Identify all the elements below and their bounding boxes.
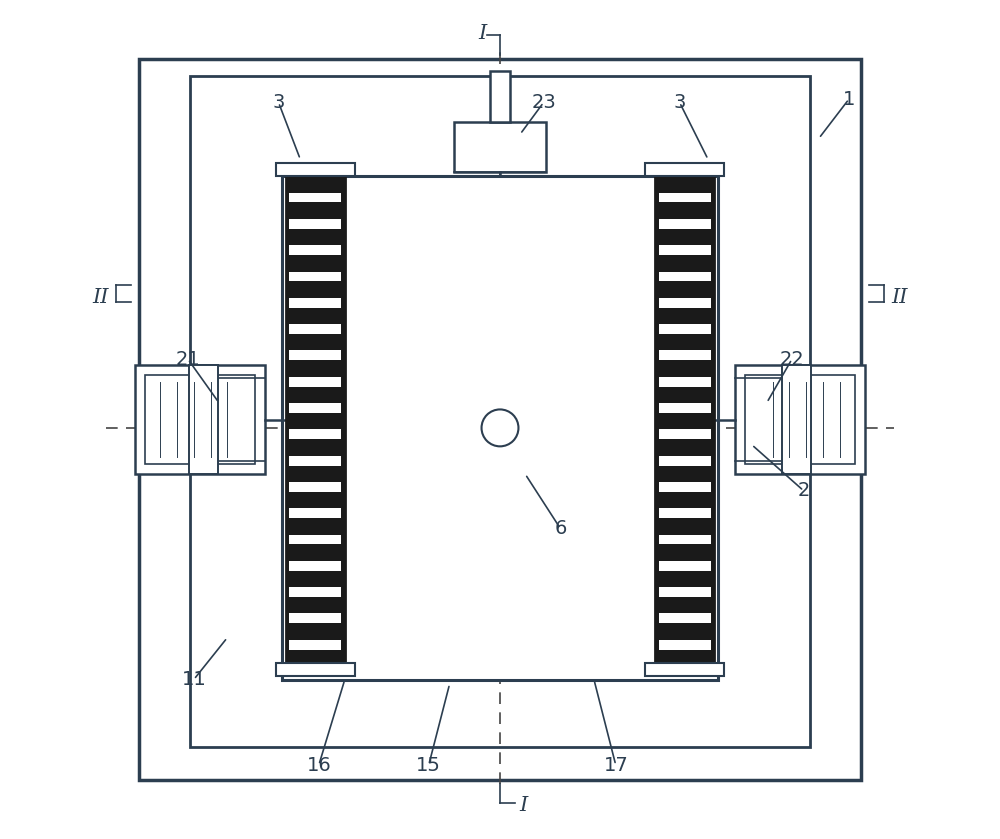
Bar xyxy=(659,219,711,229)
Bar xyxy=(135,365,265,474)
Bar xyxy=(282,176,718,680)
Text: 23: 23 xyxy=(531,93,556,112)
Text: 17: 17 xyxy=(603,756,628,774)
Bar xyxy=(659,508,711,519)
Bar xyxy=(659,587,711,597)
Bar xyxy=(659,613,711,623)
Bar xyxy=(659,640,711,649)
Bar xyxy=(289,324,341,334)
Bar xyxy=(289,298,341,308)
Bar xyxy=(289,219,341,229)
Bar xyxy=(659,456,711,466)
Bar xyxy=(145,375,255,464)
Bar xyxy=(659,272,711,281)
Text: II: II xyxy=(93,289,109,307)
Bar xyxy=(782,365,811,474)
Bar xyxy=(289,587,341,597)
Bar xyxy=(276,163,355,176)
Bar xyxy=(289,482,341,492)
Bar xyxy=(289,403,341,413)
Bar xyxy=(659,403,711,413)
Bar xyxy=(289,508,341,519)
Bar xyxy=(659,298,711,308)
Bar xyxy=(289,430,341,440)
Bar xyxy=(454,122,546,172)
Bar xyxy=(289,377,341,387)
Bar xyxy=(289,534,341,545)
Bar xyxy=(659,377,711,387)
Bar xyxy=(659,351,711,360)
Bar xyxy=(289,456,341,466)
Bar xyxy=(659,430,711,440)
Text: 2: 2 xyxy=(798,482,810,500)
Bar xyxy=(745,375,855,464)
Bar xyxy=(645,663,724,676)
Bar xyxy=(735,365,865,474)
Bar xyxy=(645,163,724,176)
Bar xyxy=(139,59,861,780)
Bar xyxy=(190,76,810,747)
Bar xyxy=(490,71,510,122)
Bar xyxy=(659,561,711,571)
Text: 15: 15 xyxy=(416,756,441,774)
Text: II: II xyxy=(891,289,907,307)
Text: 22: 22 xyxy=(780,350,804,368)
Bar xyxy=(289,245,341,255)
Text: 11: 11 xyxy=(181,670,206,689)
Text: 21: 21 xyxy=(176,350,200,368)
Bar xyxy=(659,324,711,334)
Text: 1: 1 xyxy=(843,90,855,108)
Text: 16: 16 xyxy=(306,756,331,774)
Text: I: I xyxy=(519,796,528,815)
Bar xyxy=(286,176,345,663)
Bar xyxy=(659,193,711,202)
Bar xyxy=(289,193,341,202)
Bar xyxy=(289,613,341,623)
Bar xyxy=(659,482,711,492)
Text: 6: 6 xyxy=(554,519,567,538)
Bar xyxy=(659,534,711,545)
Text: I: I xyxy=(478,24,487,43)
Bar xyxy=(655,176,714,663)
Bar xyxy=(659,245,711,255)
Bar xyxy=(289,640,341,649)
Bar xyxy=(289,351,341,360)
Bar xyxy=(276,663,355,676)
Bar xyxy=(289,561,341,571)
Text: 3: 3 xyxy=(272,93,285,112)
Bar xyxy=(289,272,341,281)
Bar xyxy=(189,365,218,474)
Text: 3: 3 xyxy=(673,93,686,112)
